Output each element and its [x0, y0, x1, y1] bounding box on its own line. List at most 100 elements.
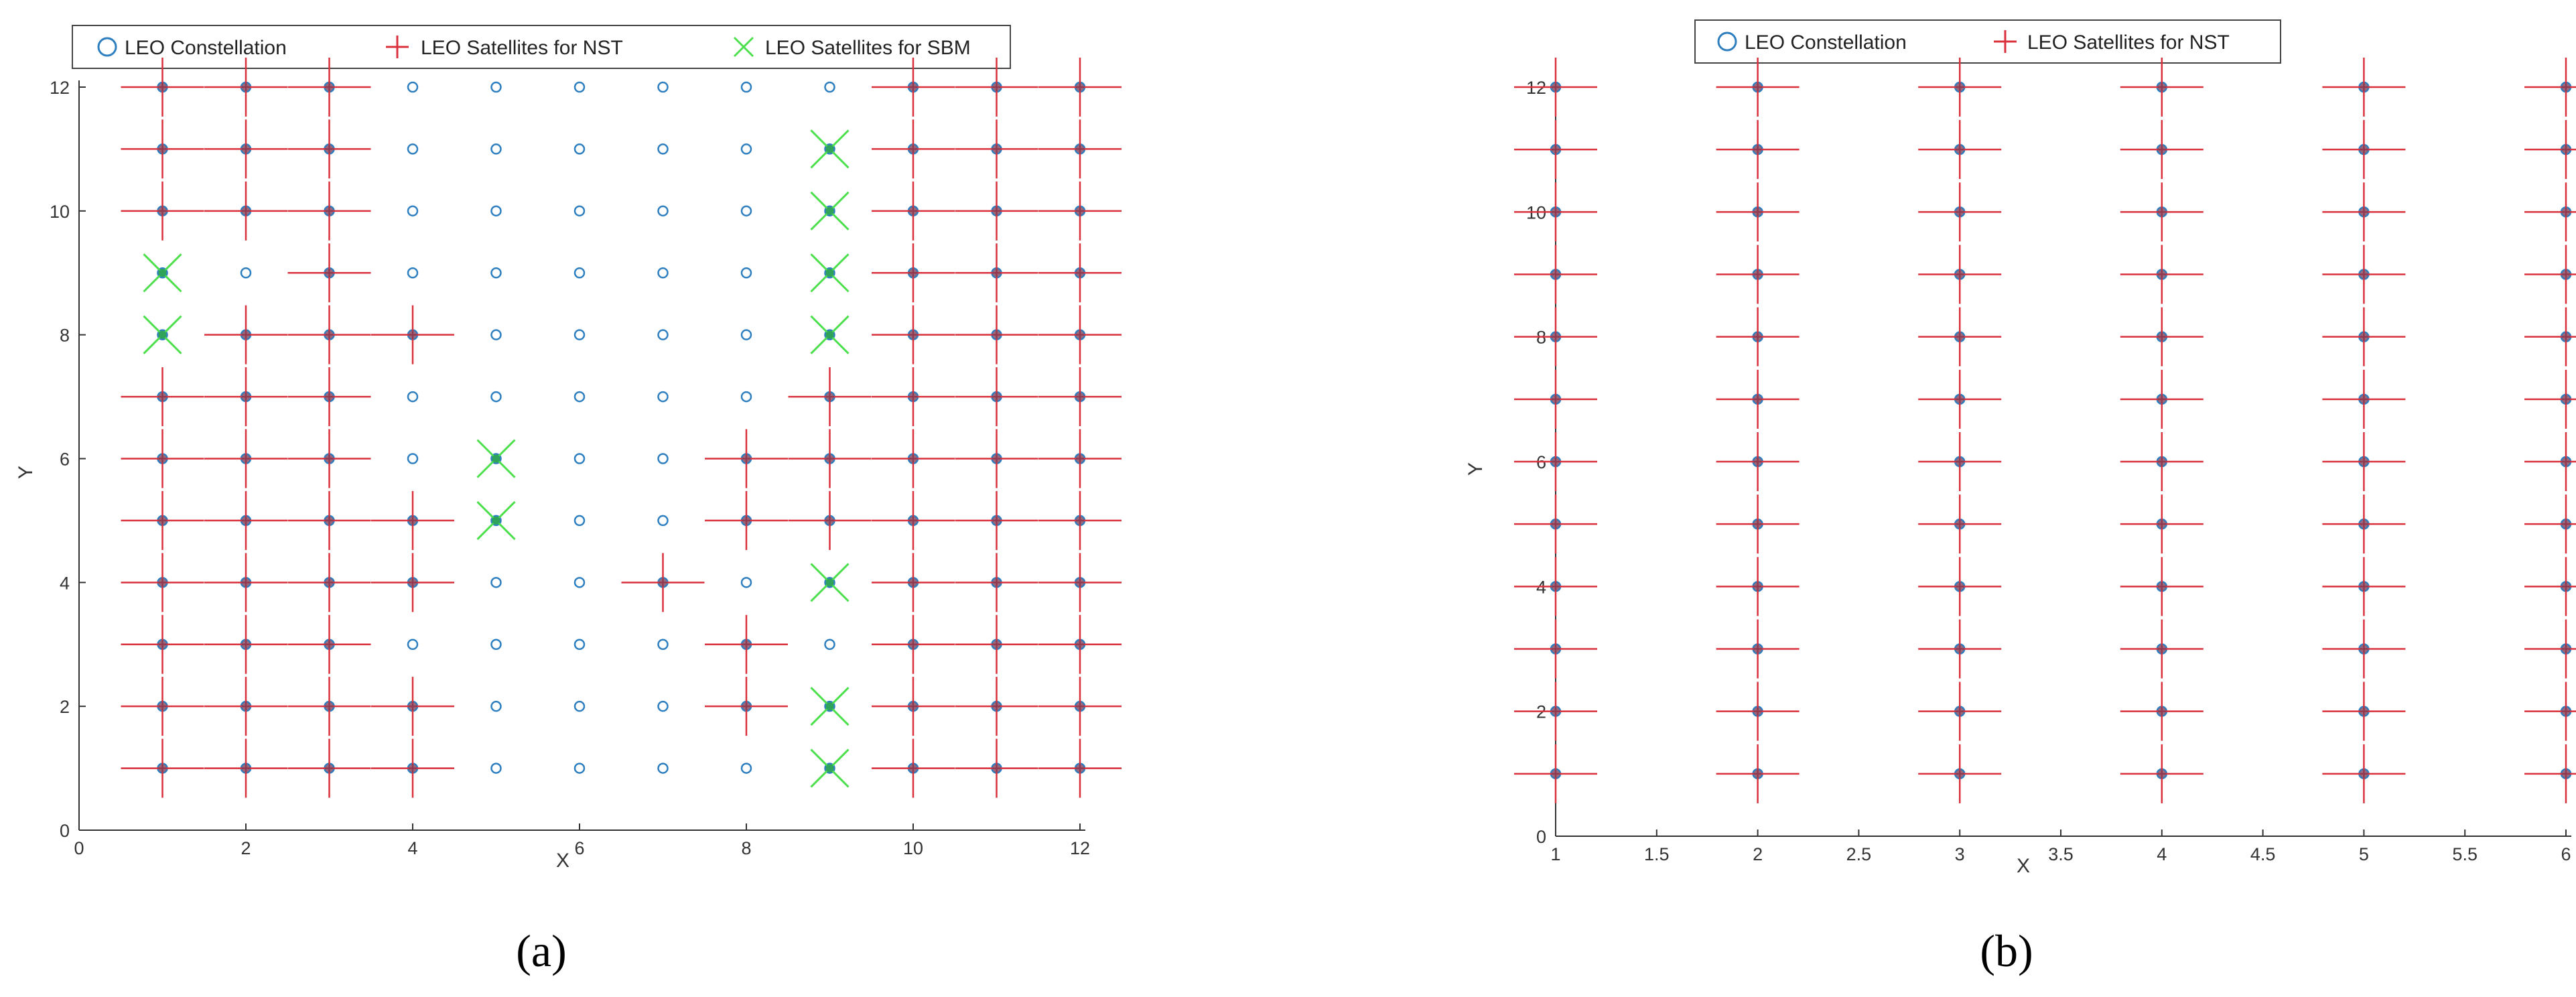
y-tick-label: 2 — [60, 697, 70, 717]
nst-satellite-point — [2120, 182, 2204, 242]
nst-satellite-point — [2524, 619, 2576, 679]
nst-satellite-point — [872, 490, 955, 550]
nst-satellite-point — [204, 119, 287, 179]
leo-constellation-point — [824, 143, 835, 155]
nst-satellite-point — [1038, 614, 1122, 674]
nst-satellite-point — [121, 677, 204, 736]
leo-constellation-point — [740, 329, 752, 340]
y-tick-label: 0 — [60, 821, 70, 841]
nst-satellite-point — [1038, 367, 1122, 427]
nst-satellite-point — [1038, 181, 1122, 241]
x-tick-label: 3 — [1955, 844, 1965, 864]
leo-constellation-point — [407, 81, 419, 93]
leo-constellation-point — [573, 329, 586, 340]
nst-satellite-point — [872, 243, 955, 303]
nst-satellite-point — [121, 58, 204, 117]
legend-circle-marker — [1717, 31, 1737, 52]
leo-constellation-point — [740, 762, 752, 774]
leo-constellation-point — [573, 515, 586, 527]
leo-constellation-point — [657, 329, 669, 340]
leo-constellation-point — [740, 577, 752, 588]
nst-satellite-point — [1038, 553, 1122, 612]
legend-plus-marker — [386, 36, 409, 58]
leo-constellation-point — [573, 762, 586, 774]
legend-b: LEO Constellation LEO Satellites for NST — [1694, 19, 2281, 64]
nst-satellite-point — [121, 553, 204, 612]
nst-satellite-point — [1716, 120, 1800, 180]
nst-satellite-point — [1716, 557, 1800, 616]
nst-satellite-point — [121, 119, 204, 179]
nst-satellite-point — [1716, 307, 1800, 367]
leo-constellation-point — [657, 391, 669, 403]
nst-satellite-point — [788, 367, 872, 427]
sbm-satellite-point — [810, 191, 850, 230]
legend-label-leo: LEO Constellation — [125, 37, 287, 59]
nst-satellite-point — [1716, 494, 1800, 554]
nst-satellite-point — [1716, 432, 1800, 491]
nst-satellite-point — [287, 367, 371, 427]
nst-satellite-point — [2120, 557, 2204, 616]
nst-satellite-point — [1514, 557, 1597, 616]
nst-satellite-point — [1918, 432, 2002, 491]
nst-satellite-point — [1918, 681, 2002, 741]
nst-satellite-point — [1038, 58, 1122, 117]
nst-satellite-point — [1038, 429, 1122, 488]
leo-constellation-point — [657, 81, 669, 93]
y-axis-label-a: Y — [15, 466, 37, 479]
nst-satellite-point — [2524, 494, 2576, 554]
nst-satellite-point — [705, 677, 788, 736]
leo-constellation-point — [490, 762, 502, 774]
nst-satellite-point — [2524, 245, 2576, 304]
x-tick-label: 12 — [1070, 838, 1090, 858]
sbm-satellite-point — [476, 439, 516, 478]
x-tick-label: 4.5 — [2250, 844, 2276, 864]
x-tick-label: 1 — [1550, 844, 1560, 864]
legend-box-a — [72, 25, 1011, 69]
leo-constellation-point — [490, 81, 502, 93]
legend-label-sbm: LEO Satellites for SBM — [765, 37, 971, 59]
leo-constellation-point — [490, 391, 502, 403]
nst-satellite-point — [121, 614, 204, 674]
leo-constellation-point — [407, 391, 419, 403]
nst-satellite-point — [204, 614, 287, 674]
sbm-satellite-point — [810, 748, 850, 788]
nst-satellite-point — [1514, 432, 1597, 491]
nst-satellite-point — [287, 677, 371, 736]
nst-satellite-point — [2524, 432, 2576, 491]
nst-satellite-point — [2120, 58, 2204, 117]
nst-satellite-point — [1918, 307, 2002, 367]
nst-satellite-point — [1716, 619, 1800, 679]
nst-satellite-point — [2120, 681, 2204, 741]
nst-satellite-point — [2322, 494, 2406, 554]
nst-satellite-point — [955, 243, 1038, 303]
x-tick-label: 6 — [574, 838, 584, 858]
nst-satellite-point — [1514, 494, 1597, 554]
nst-satellite-point — [2120, 494, 2204, 554]
leo-constellation-point — [740, 205, 752, 217]
sbm-satellite-point — [810, 315, 850, 354]
nst-satellite-point — [872, 614, 955, 674]
nst-satellite-point — [1514, 369, 1597, 429]
nst-satellite-point — [2322, 120, 2406, 180]
sbm-satellite-point — [143, 253, 182, 293]
nst-satellite-point — [204, 490, 287, 550]
chart-panel-b: LEO Constellation LEO Satellites for NST… — [1465, 19, 2576, 976]
leo-constellation-point — [573, 453, 586, 464]
leo-constellation-point — [407, 639, 419, 650]
x-tick-label: 2 — [1753, 844, 1763, 864]
legend-x-marker — [733, 36, 754, 58]
nst-satellite-point — [121, 490, 204, 550]
x-tick-label: 0 — [74, 838, 84, 858]
x-tick-label: 2.5 — [1846, 844, 1872, 864]
leo-constellation-point — [157, 267, 168, 279]
nst-satellite-point — [872, 305, 955, 364]
nst-satellite-point — [955, 181, 1038, 241]
x-tick-label: 10 — [903, 838, 923, 858]
nst-satellite-point — [2524, 369, 2576, 429]
nst-satellite-point — [1514, 58, 1597, 117]
x-tick-label: 1.5 — [1644, 844, 1670, 864]
nst-satellite-point — [2322, 619, 2406, 679]
nst-satellite-point — [371, 677, 454, 736]
leo-constellation-point — [824, 205, 835, 217]
leo-constellation-point — [824, 639, 835, 650]
